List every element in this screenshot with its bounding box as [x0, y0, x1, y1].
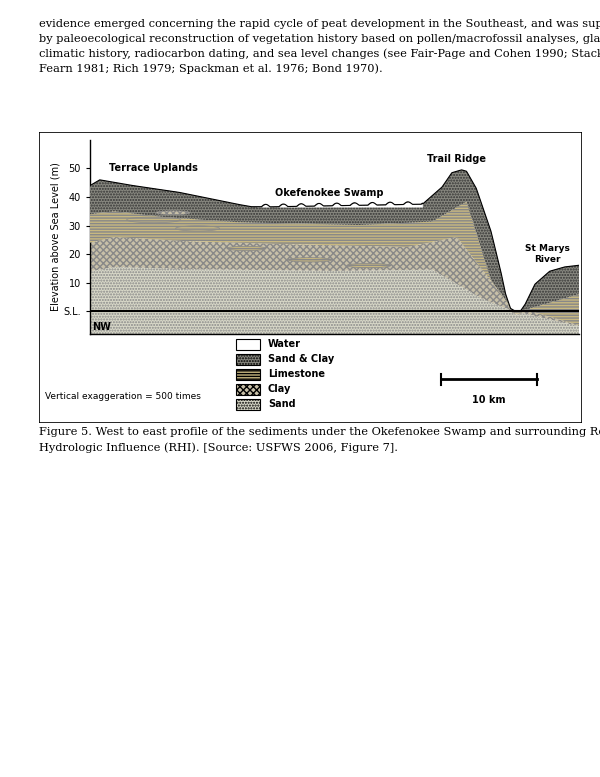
Text: Limestone: Limestone [268, 369, 325, 379]
Polygon shape [288, 258, 332, 262]
Text: St Marys
River: St Marys River [525, 244, 569, 264]
Polygon shape [127, 217, 181, 223]
Text: Sand & Clay: Sand & Clay [268, 354, 334, 364]
Polygon shape [347, 263, 391, 268]
Text: Vertical exaggeration = 500 times: Vertical exaggeration = 500 times [45, 392, 201, 401]
Bar [236, 354, 260, 364]
Text: Okefenokee Swamp: Okefenokee Swamp [275, 188, 384, 198]
Polygon shape [156, 211, 190, 214]
Text: evidence emerged concerning the rapid cycle of peat development in the Southeast: evidence emerged concerning the rapid cy… [39, 19, 600, 75]
Polygon shape [176, 226, 220, 231]
Text: Water: Water [268, 339, 301, 349]
Bar [236, 399, 260, 410]
Text: Figure 5. West to east profile of the sediments under the Okefenokee Swamp and s: Figure 5. West to east profile of the se… [39, 427, 600, 453]
Bar [236, 339, 260, 350]
Text: Terrace Uplands: Terrace Uplands [109, 162, 198, 172]
Y-axis label: Elevation above Sea Level (m): Elevation above Sea Level (m) [50, 162, 61, 312]
Text: Sand: Sand [268, 399, 296, 409]
Polygon shape [227, 246, 266, 250]
Text: Clay: Clay [268, 384, 292, 394]
Text: 10 km: 10 km [472, 395, 506, 406]
Text: Trail Ridge: Trail Ridge [427, 154, 486, 164]
Bar [236, 384, 260, 395]
Bar [236, 369, 260, 380]
Text: NW: NW [92, 322, 112, 332]
